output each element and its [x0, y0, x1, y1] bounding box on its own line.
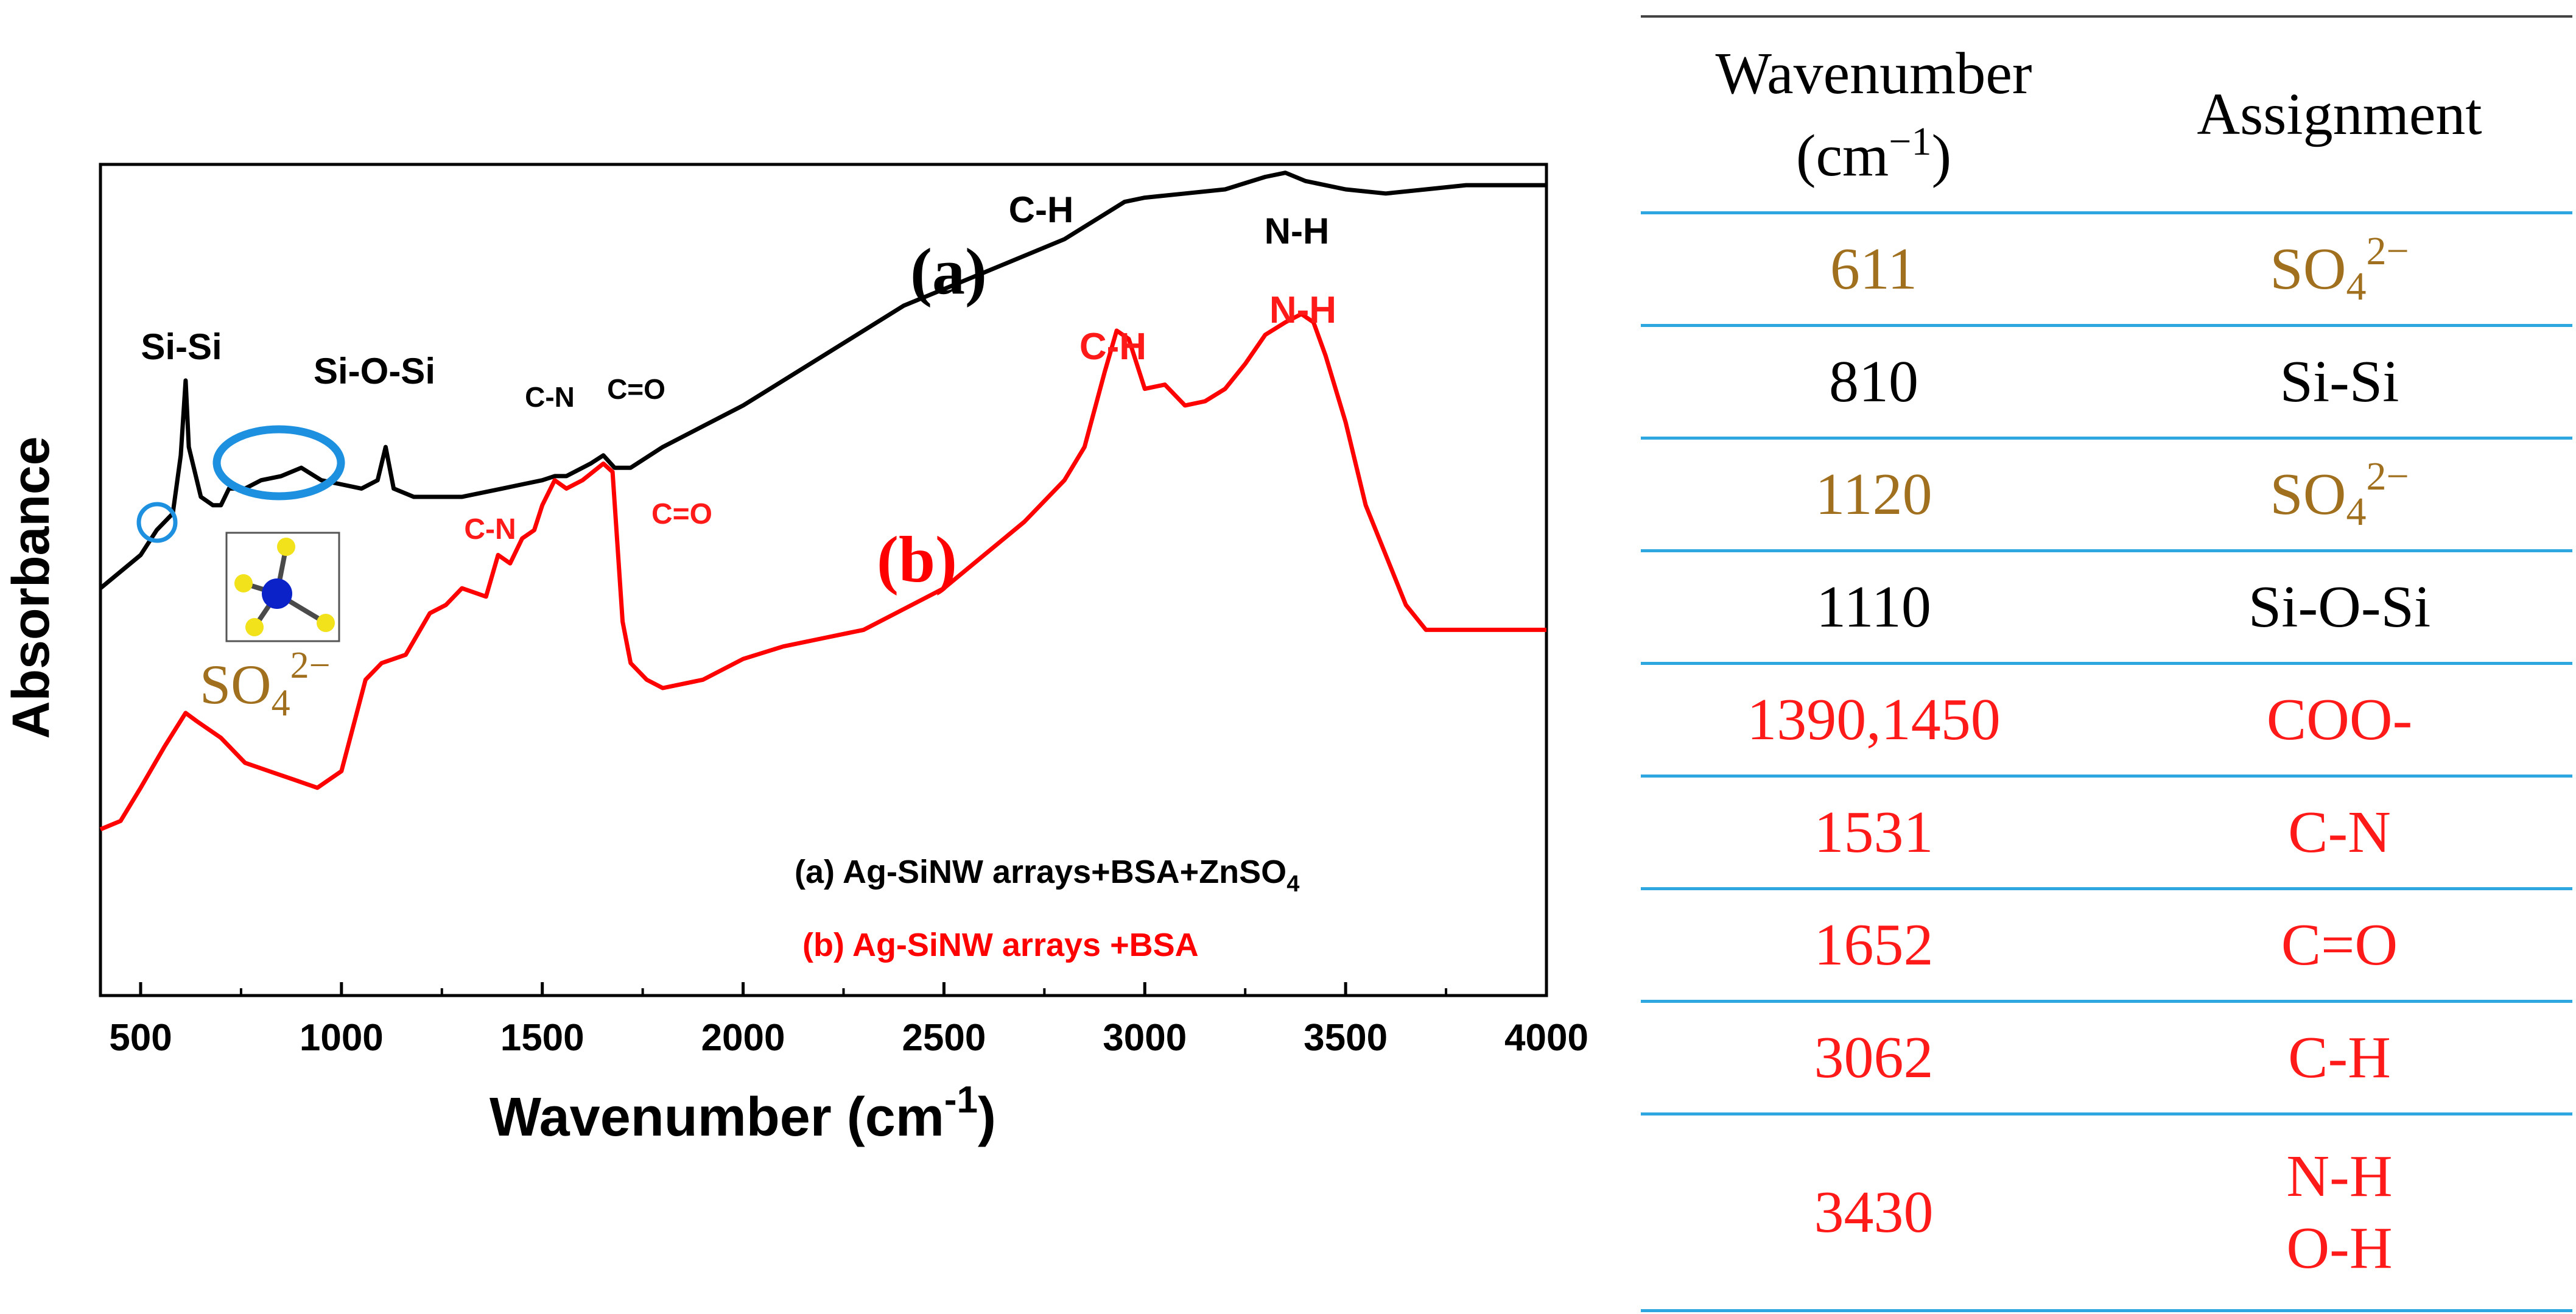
- assignment-cell: C-N: [2107, 776, 2572, 890]
- annotation-a-n-h: N-H: [1265, 211, 1330, 251]
- series-a-tag: (a): [910, 236, 987, 308]
- assignment-cell: Si-Si: [2107, 325, 2572, 440]
- wavenumber-cell: 1531: [1641, 776, 2107, 890]
- sulfate-label: SO42−: [200, 645, 331, 724]
- assignment-table-panel: Wavenumber (cm−1) Assignment 611 SO42− 81…: [1626, 15, 2575, 1312]
- y-axis-title: Absorbance: [2, 436, 60, 739]
- annotation-a-c-o: C=O: [607, 373, 665, 405]
- wavenumber-cell: 1110: [1641, 550, 2107, 665]
- assignment-cell: SO42−: [2107, 438, 2572, 552]
- table-row: 3062 C-H: [1641, 1001, 2572, 1115]
- x-axis-ticks: 500 1000 1500 2000 2500 3000 3500 4000: [109, 982, 1588, 1059]
- table-row: 3430 N-H O-H: [1641, 1114, 2572, 1312]
- highlight-large-ellipse: [212, 425, 345, 501]
- series-b-tag: (b): [877, 524, 957, 596]
- annotation-b-c-n: C-N: [464, 513, 516, 546]
- x-axis-title: Wavenumber (cm-1): [490, 1079, 996, 1148]
- sulfate-molecule-image: [225, 532, 340, 642]
- x-tick-label: 2500: [902, 1017, 986, 1059]
- table-row: 1120 SO42−: [1641, 438, 2572, 552]
- x-tick-label: 1000: [300, 1017, 384, 1059]
- wavenumber-cell: 810: [1641, 325, 2107, 440]
- wavenumber-cell: 3062: [1641, 1001, 2107, 1115]
- series-b-line: [99, 312, 1546, 832]
- annotation-a-c-h: C-H: [1009, 189, 1074, 230]
- assignment-cell: C=O: [2107, 888, 2572, 1003]
- header-assignment: Assignment: [2107, 15, 2572, 214]
- series-a-line: [99, 170, 1546, 590]
- assignment-cell: C-H: [2107, 1001, 2572, 1115]
- table-row: 1390,1450 COO-: [1641, 663, 2572, 778]
- wavenumber-cell: 611: [1641, 213, 2107, 327]
- annotation-b-c-h: C-H: [1079, 326, 1146, 368]
- assignment-cell: SO42−: [2107, 213, 2572, 327]
- wavenumber-cell: 1390,1450: [1641, 663, 2107, 778]
- ftir-chart: 500 1000 1500 2000 2500 3000 3500 4000 Wavenumb…: [2, 163, 1588, 1148]
- x-tick-label: 2000: [701, 1017, 785, 1059]
- table-row: 611 SO42−: [1641, 213, 2572, 327]
- table-row: 1652 C=O: [1641, 888, 2572, 1003]
- assignment-cell: Si-O-Si: [2107, 550, 2572, 665]
- legend-entry-a: (a) Ag-SiNW arrays+BSA+ZnSO4: [795, 854, 1299, 897]
- x-tick-label: 500: [109, 1017, 172, 1059]
- table-row: 1531 C-N: [1641, 776, 2572, 890]
- wavenumber-cell: 3430: [1641, 1114, 2107, 1312]
- annotation-a-si-si: Si-Si: [141, 326, 222, 367]
- table-row: 1110 Si-O-Si: [1641, 550, 2572, 665]
- x-tick-label: 4000: [1504, 1017, 1588, 1059]
- plot-frame: [99, 163, 1548, 997]
- wavenumber-cell: 1120: [1641, 438, 2107, 552]
- assignment-cell: COO-: [2107, 663, 2572, 778]
- annotation-a-si-o-si: Si-O-Si: [314, 351, 435, 392]
- legend-entry-b: (b) Ag-SiNW arrays +BSA: [802, 927, 1199, 963]
- annotation-b-c-o: C=O: [651, 498, 712, 530]
- highlight-small-circle: [136, 502, 178, 543]
- annotation-b-n-h: N-H: [1269, 289, 1336, 331]
- x-tick-label: 1500: [500, 1017, 584, 1059]
- table-row: 810 Si-Si: [1641, 325, 2572, 440]
- wavenumber-cell: 1652: [1641, 888, 2107, 1003]
- x-tick-label: 3000: [1103, 1017, 1187, 1059]
- x-tick-label: 3500: [1304, 1017, 1388, 1059]
- assignment-table: Wavenumber (cm−1) Assignment 611 SO42− 81…: [1641, 15, 2572, 1312]
- assignment-cell: N-H O-H: [2107, 1114, 2572, 1312]
- header-wavenumber: Wavenumber (cm−1): [1641, 15, 2107, 214]
- annotation-a-c-n: C-N: [525, 381, 575, 413]
- table-header-row: Wavenumber (cm−1) Assignment: [1641, 15, 2572, 214]
